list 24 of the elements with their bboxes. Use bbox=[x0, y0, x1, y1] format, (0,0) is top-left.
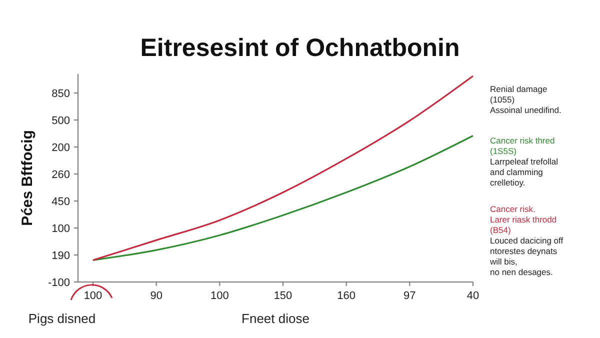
text: -100 bbox=[48, 276, 70, 289]
x-tick-label: 160 bbox=[337, 290, 356, 302]
text: 190 bbox=[52, 250, 70, 262]
x-tick-label: 100 bbox=[210, 290, 229, 302]
text: Pigs disned bbox=[28, 311, 96, 326]
x-axis-title: Fneet diose bbox=[242, 311, 310, 326]
text: 200 bbox=[52, 142, 70, 154]
x-tick-label: 100 bbox=[84, 290, 102, 302]
text: 850 bbox=[52, 88, 70, 100]
text: Louced dacicing off ntorestes deynats will bis, no nen desages. bbox=[489, 236, 564, 277]
text: Cancer risk. Larer riask throdd (B54) bbox=[490, 204, 557, 235]
x-tick-label: 90 bbox=[150, 290, 162, 302]
text: Renial damage (1055) Assoinal unedifind. bbox=[490, 84, 562, 115]
x-tick-label: 97 bbox=[404, 290, 416, 302]
text: Larrpeleaf trefollal and clamming crelletioy. bbox=[490, 156, 558, 188]
text: 260 bbox=[52, 168, 70, 181]
chart-title: Eitresesint of Ochnatbonin bbox=[140, 34, 460, 62]
x-tick-label: 40 bbox=[466, 290, 480, 302]
y-axis-title: Pćes Bftfocig bbox=[19, 130, 36, 226]
text: 500 bbox=[52, 114, 70, 127]
x-tick-label: 150 bbox=[274, 290, 292, 302]
text: Cancer risk thred (1S5S) bbox=[490, 136, 555, 156]
text: 450 bbox=[52, 196, 70, 208]
text: 100 bbox=[52, 222, 70, 235]
